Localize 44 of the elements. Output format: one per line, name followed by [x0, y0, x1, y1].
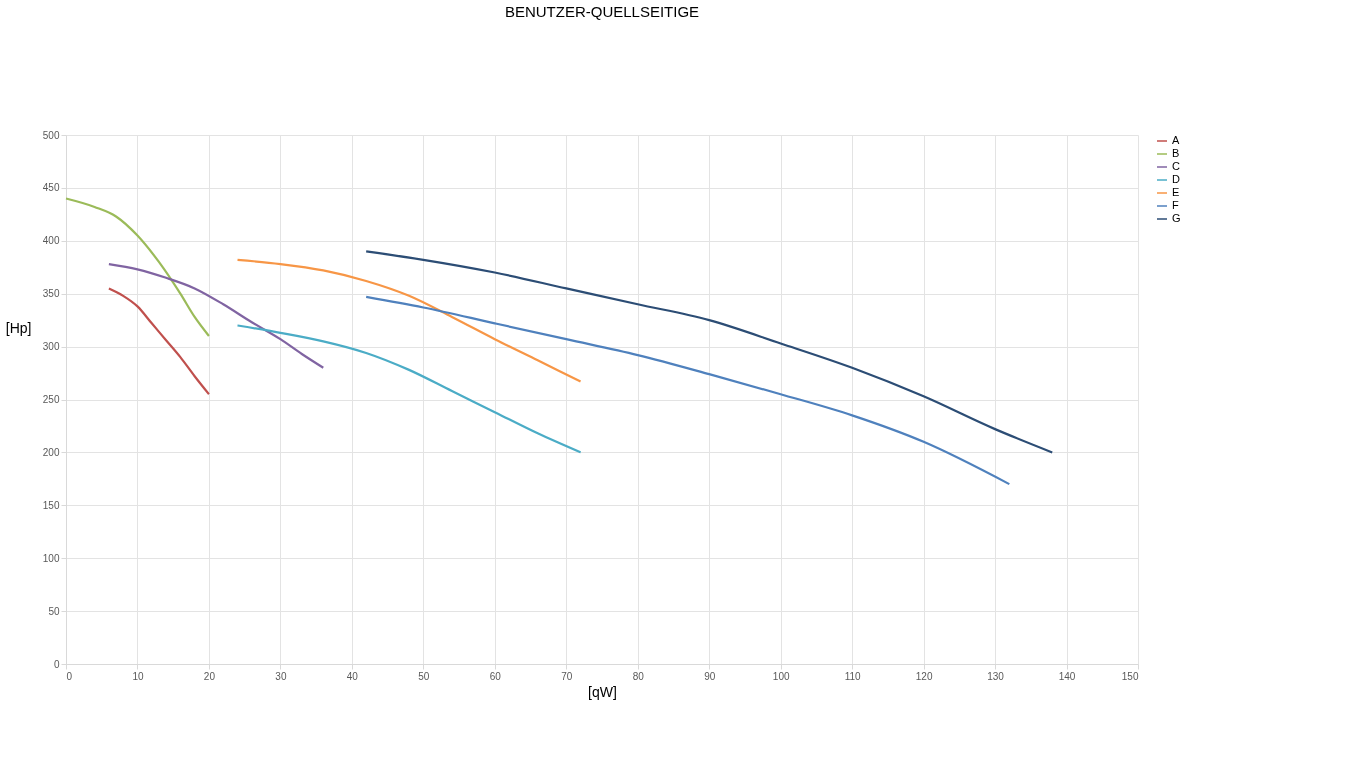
line-series	[365, 295, 1011, 486]
legend-label: G	[1172, 212, 1181, 224]
legend-label: E	[1172, 186, 1180, 198]
x-tick-label: 70	[561, 670, 573, 682]
legend-label: B	[1172, 147, 1180, 159]
y-tick-label: 100	[42, 552, 60, 564]
x-tick-label: 10	[132, 670, 144, 682]
x-tick-label: 110	[844, 670, 862, 682]
x-tick-label: 20	[203, 670, 216, 682]
y-tick-label: 400	[42, 235, 60, 247]
x-tick-label: 140	[1058, 670, 1076, 682]
line-series	[236, 258, 582, 383]
x-tick-label: 80	[632, 670, 645, 682]
x-tick-label: 30	[275, 670, 287, 682]
x-tick-label: 90	[704, 670, 716, 682]
y-tick-label: 450	[42, 182, 60, 194]
y-tick-label: 250	[42, 394, 60, 405]
x-tick-label: 150	[1121, 670, 1139, 682]
x-tick-label: 130	[987, 670, 1005, 682]
line-series	[64, 197, 211, 338]
legend-label: A	[1172, 134, 1180, 146]
y-tick-label: 350	[42, 288, 60, 300]
legend-label: D	[1172, 173, 1180, 185]
y-axis-title: [Hp]	[5, 319, 32, 336]
y-tick-label: 150	[42, 499, 60, 511]
x-tick-label: 50	[418, 670, 430, 682]
legend-label: F	[1172, 199, 1179, 211]
x-axis-title: [qW]	[588, 683, 617, 700]
y-tick-label: 500	[42, 129, 60, 141]
legend-label: C	[1172, 160, 1180, 172]
line-series	[236, 324, 582, 454]
x-tick-label: 60	[489, 670, 502, 682]
x-tick-label: 100	[772, 670, 790, 682]
y-tick-label: 300	[42, 341, 60, 353]
x-tick-label: 0	[66, 670, 73, 682]
x-tick-label: 120	[915, 670, 933, 682]
x-tick-label: 40	[346, 670, 359, 682]
line-series	[365, 250, 1054, 454]
line-series	[107, 287, 211, 396]
chart-title: BENUTZER-QUELLSEITIGE	[504, 3, 700, 20]
y-tick-label: 200	[42, 446, 60, 458]
y-tick-label: 0	[53, 658, 60, 670]
line-series	[107, 262, 325, 369]
y-tick-label: 50	[48, 605, 60, 617]
